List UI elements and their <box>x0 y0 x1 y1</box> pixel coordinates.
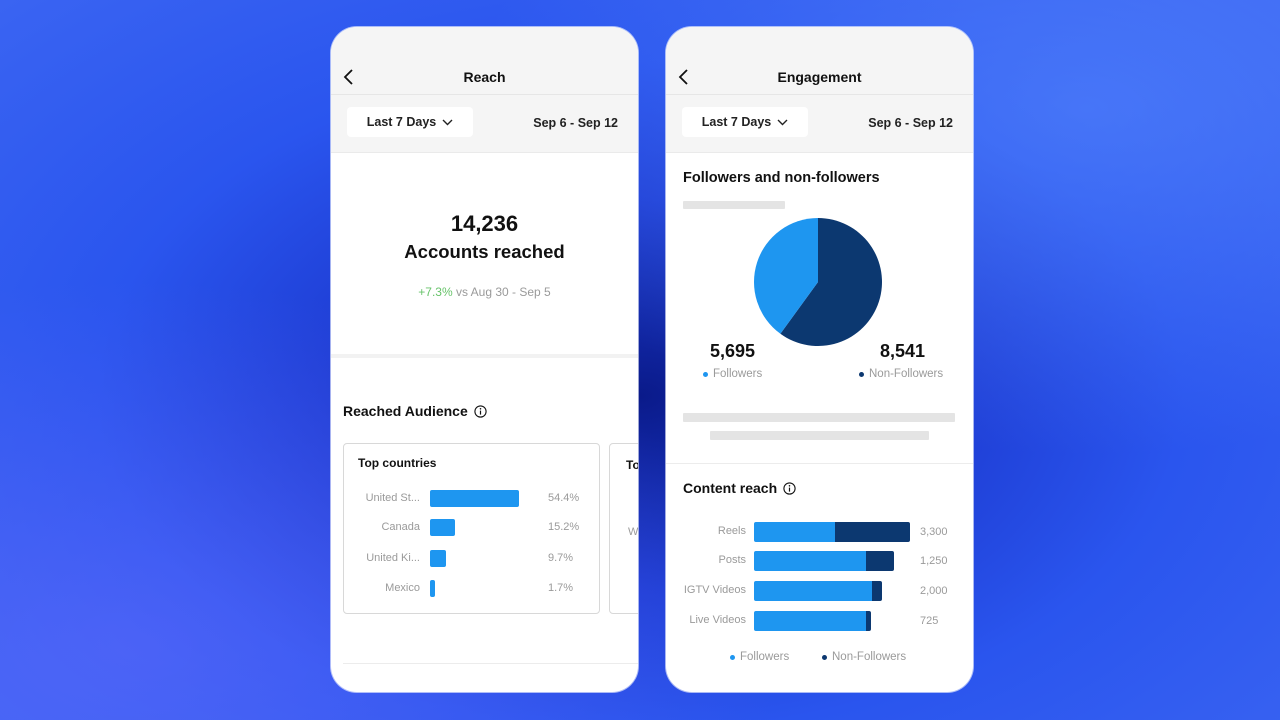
content-reach-value: 2,000 <box>920 585 948 597</box>
country-percent: 15.2% <box>548 521 580 533</box>
content-type-label: Reels <box>717 525 746 537</box>
reached-audience-label: Reached Audience <box>343 403 468 419</box>
date-range-text: Sep 6 - Sep 12 <box>868 116 953 130</box>
date-range-dropdown[interactable]: Last 7 Days <box>682 107 808 137</box>
engagement-header: Engagement <box>666 27 973 95</box>
accounts-reached-count: 14,236 <box>450 211 519 236</box>
non-followers-dot <box>859 371 864 377</box>
country-bar <box>430 490 519 507</box>
back-arrow-icon[interactable] <box>343 67 355 87</box>
date-bar: Last 7 Days Sep 6 - Sep 12 <box>666 95 973 153</box>
content-type-label: Posts <box>718 554 746 566</box>
content-type-label: IGTV Videos <box>683 584 746 596</box>
reached-audience-title: Reached Audience <box>343 403 487 419</box>
followers-bar-segment <box>754 581 872 601</box>
text-placeholder <box>710 431 929 440</box>
page-title: Reach <box>463 69 506 85</box>
reach-header: Reach <box>331 27 638 95</box>
country-label: Mexico <box>385 582 420 594</box>
non-followers-legend: Non-Followers <box>859 368 943 380</box>
next-card-row-label: W <box>628 526 638 538</box>
followers-legend: Followers <box>703 368 762 380</box>
comparison-text: +7.3% vs Aug 30 - Sep 5 <box>331 285 638 299</box>
content-reach-bar <box>754 581 882 601</box>
date-range-dropdown[interactable]: Last 7 Days <box>347 107 473 137</box>
reach-phone-screen: Reach Last 7 Days Sep 6 - Sep 12 14,236 … <box>331 27 638 692</box>
next-card-title: To <box>626 458 638 472</box>
content-followers-legend: Followers <box>730 651 789 663</box>
date-range-label: Last 7 Days <box>366 115 437 129</box>
followers-label: Followers <box>713 368 763 380</box>
date-range-label: Last 7 Days <box>701 115 772 129</box>
country-row: United Ki... 9.7% <box>344 550 600 568</box>
content-reach-title: Content reach <box>683 480 796 496</box>
divider <box>343 663 638 664</box>
divider <box>666 463 973 464</box>
engagement-phone-screen: Engagement Last 7 Days Sep 6 - Sep 12 Fo… <box>666 27 973 692</box>
content-type-label: Live Videos <box>689 614 746 626</box>
content-reach-value: 1,250 <box>920 555 948 567</box>
text-placeholder <box>683 201 785 209</box>
content-reach-row: IGTV Videos 2,000 <box>666 581 973 601</box>
non-followers-bar-segment <box>866 611 871 631</box>
content-reach-label: Content reach <box>683 480 778 496</box>
followers-slice <box>754 218 818 334</box>
content-non-followers-legend: Non-Followers <box>822 651 906 663</box>
top-countries-title: Top countries <box>358 456 437 470</box>
non-followers-bar-segment <box>872 581 882 601</box>
non-followers-bar-segment <box>866 551 894 571</box>
non-followers-slice <box>780 218 882 346</box>
top-countries-card: Top countries United St... 54.4% Canada 15.… <box>343 443 600 614</box>
legend-followers-label: Followers <box>740 651 790 663</box>
country-bar <box>430 519 455 536</box>
content-reach-row: Reels 3,300 <box>666 522 973 542</box>
text-placeholder <box>683 413 955 422</box>
non-followers-count: 8,541 <box>880 341 926 361</box>
content-reach-row: Posts 1,250 <box>666 551 973 571</box>
content-reach-row: Live Videos 725 <box>666 611 973 631</box>
country-row: Mexico 1.7% <box>344 580 600 598</box>
non-followers-bar-segment <box>835 522 910 542</box>
non-followers-label: Non-Followers <box>869 368 944 380</box>
content-reach-bar <box>754 611 871 631</box>
non-followers-dot <box>822 654 827 660</box>
followers-bar-segment <box>754 522 835 542</box>
content-reach-value: 3,300 <box>920 526 948 538</box>
country-label: Canada <box>381 521 420 533</box>
reach-summary: 14,236 Accounts reached +7.3% vs Aug 30 … <box>331 153 638 358</box>
page-title: Engagement <box>777 69 862 85</box>
country-row: Canada 15.2% <box>344 519 600 537</box>
info-icon[interactable] <box>474 404 487 418</box>
change-percent: +7.3% <box>418 285 453 299</box>
date-range-text: Sep 6 - Sep 12 <box>533 116 618 130</box>
info-icon[interactable] <box>783 481 796 495</box>
accounts-reached-label: Accounts reached <box>404 241 565 262</box>
content-reach-bar <box>754 522 910 542</box>
followers-pie-chart <box>754 218 882 346</box>
legend-non-followers-label: Non-Followers <box>832 651 907 663</box>
content-reach-bar <box>754 551 894 571</box>
followers-section-title: Followers and non-followers <box>683 170 880 186</box>
content-reach-value: 725 <box>920 615 939 627</box>
back-arrow-icon[interactable] <box>678 67 690 87</box>
country-bar <box>430 580 435 597</box>
followers-dot <box>703 371 708 377</box>
comparison-period: vs Aug 30 - Sep 5 <box>452 285 551 299</box>
country-label: United St... <box>365 492 420 504</box>
date-bar: Last 7 Days Sep 6 - Sep 12 <box>331 95 638 153</box>
next-card[interactable]: To W <box>609 443 638 614</box>
country-percent: 9.7% <box>548 552 574 564</box>
chevron-down-icon <box>777 119 788 125</box>
country-row: United St... 54.4% <box>344 490 600 508</box>
country-bar <box>430 550 446 567</box>
country-percent: 54.4% <box>548 492 580 504</box>
followers-dot <box>730 654 735 660</box>
followers-bar-segment <box>754 611 866 631</box>
country-percent: 1.7% <box>548 582 574 594</box>
country-label: United Ki... <box>366 552 420 564</box>
chevron-down-icon <box>442 119 453 125</box>
followers-count: 5,695 <box>710 341 756 361</box>
followers-bar-segment <box>754 551 866 571</box>
